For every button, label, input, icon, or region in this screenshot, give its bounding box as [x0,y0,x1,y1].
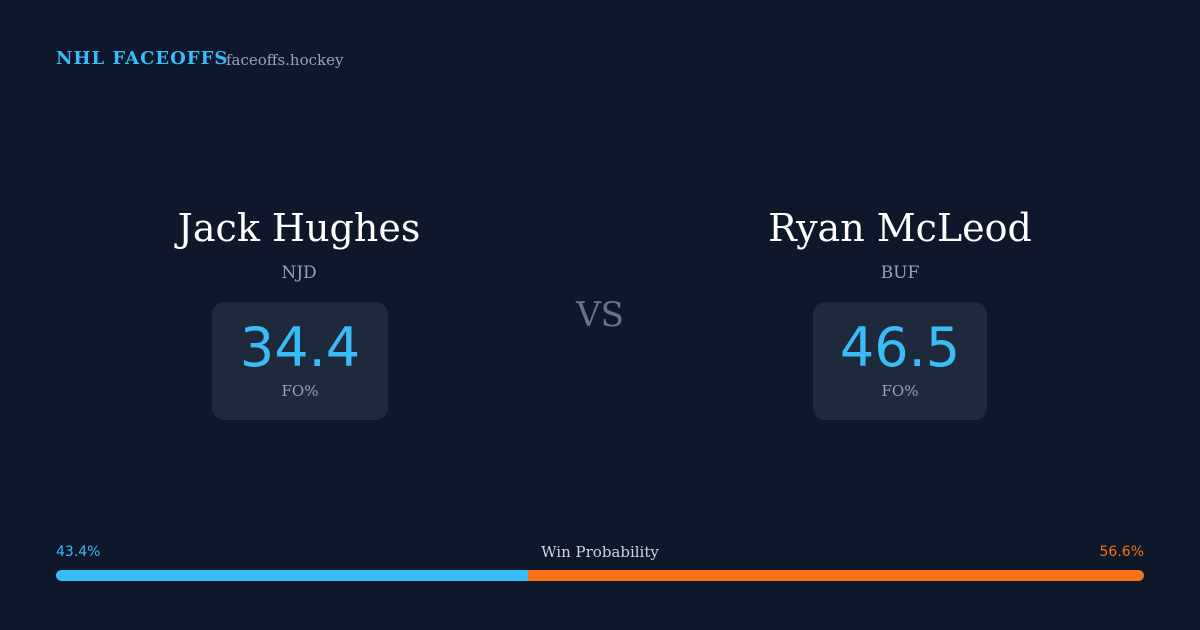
win-prob-bar [56,570,1144,581]
stat-box [813,302,987,420]
stat-box [212,302,388,420]
stat-label: FO% [881,382,919,400]
player-team: BUF [880,263,920,283]
player-name: Ryan McLeod [768,206,1032,250]
win-prob-right-segment [528,570,1144,581]
stat-value: 46.5 [839,316,961,379]
stat-value: 34.4 [239,316,361,379]
player-team: NJD [281,263,317,283]
player-name: Jack Hughes [177,206,421,250]
stat-label: FO% [281,382,319,400]
win-prob-title: Win Probability [541,543,659,561]
versus: VS [576,295,624,335]
win-prob-right: 56.6% [1099,544,1144,560]
win-prob-left-segment [56,570,529,581]
site-url: faceoffs.hockey [226,51,344,69]
win-prob-left: 43.4% [56,544,101,560]
brand: NHL FACEOFFS [56,48,229,69]
